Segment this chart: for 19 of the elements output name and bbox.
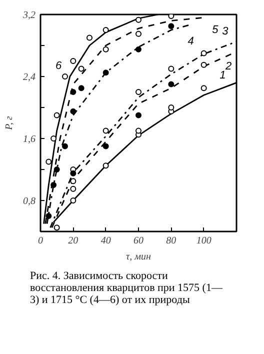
annotation: 3: [222, 25, 230, 38]
y-axis-title: P, г: [4, 116, 15, 131]
y-tick-label: 2,4: [23, 72, 36, 83]
x-tick-label: 60: [134, 236, 144, 246]
x-axis-title: τ, мин: [126, 252, 151, 262]
x-tick-label: 0: [38, 236, 43, 246]
x-tick-label: 20: [68, 236, 78, 246]
annotation: 1: [220, 70, 226, 82]
annotation: 2: [224, 60, 232, 73]
annotation: 5: [212, 24, 220, 36]
x-tick-label: 80: [166, 236, 176, 246]
x-tick-label: 40: [100, 236, 111, 246]
text: Рис. 4. Зависимость скорости восстановления кварцитов при 1575 (1—3) и 1715 °C (4—6) от их природы: [30, 270, 224, 306]
y-tick-label: 0,8: [23, 196, 36, 207]
x-tick-label: 100: [196, 236, 212, 246]
y-tick-label: 3,2: [22, 10, 36, 21]
y-tick-label: 1,6: [23, 134, 36, 145]
annotation: 4: [188, 36, 194, 48]
annotation: 6: [56, 60, 63, 72]
